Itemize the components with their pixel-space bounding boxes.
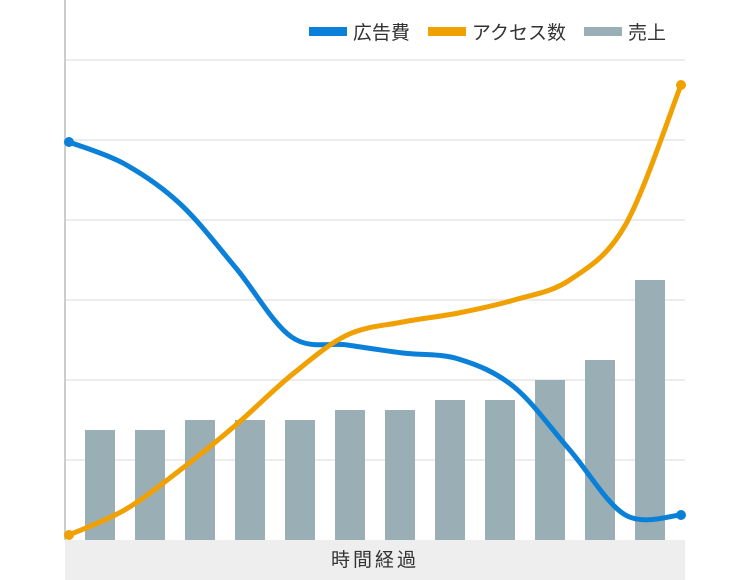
- bar: [235, 420, 265, 540]
- legend-swatch: [583, 27, 622, 36]
- x-axis-label: 時間経過: [65, 540, 685, 580]
- bar: [435, 400, 465, 540]
- legend-swatch: [308, 27, 347, 36]
- legend-label: アクセス数: [471, 22, 566, 44]
- legend-label: 売上: [627, 22, 666, 44]
- legend-item-koukokuhi: 広告費: [308, 18, 410, 45]
- bar: [535, 380, 565, 540]
- line-series-access: [67, 84, 684, 538]
- bar: [485, 400, 515, 540]
- legend-item-uriage: 売上: [583, 18, 666, 45]
- bar: [585, 360, 615, 540]
- bar: [185, 420, 215, 540]
- legend-label: 広告費: [352, 22, 410, 44]
- bar: [285, 420, 315, 540]
- line-endpoint: [64, 530, 74, 540]
- legend-item-access: アクセス数: [427, 18, 566, 45]
- legend-swatch: [427, 27, 466, 36]
- line-endpoint: [64, 137, 74, 147]
- gridlines: [65, 59, 685, 461]
- bar: [635, 280, 665, 540]
- line-endpoint: [676, 510, 686, 520]
- bar: [335, 410, 365, 540]
- legend: 広告費 アクセス数 売上: [308, 18, 666, 45]
- line-endpoints: [64, 80, 686, 540]
- line-endpoint: [676, 80, 686, 90]
- bar-series-uriage: [85, 280, 665, 540]
- line-series-koukokuhi: [68, 139, 682, 523]
- bar: [385, 410, 415, 540]
